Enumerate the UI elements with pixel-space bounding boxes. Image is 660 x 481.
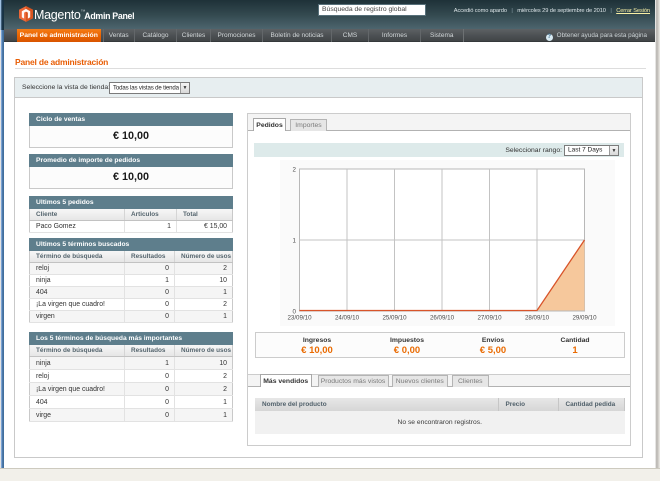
svg-text:29/09/10: 29/09/10	[572, 314, 597, 321]
svg-text:27/09/10: 27/09/10	[477, 314, 502, 321]
svg-text:25/09/10: 25/09/10	[382, 314, 407, 321]
svg-text:2: 2	[293, 166, 297, 173]
svg-text:24/09/10: 24/09/10	[335, 314, 360, 321]
svg-text:1: 1	[293, 237, 297, 244]
svg-text:26/09/10: 26/09/10	[430, 314, 455, 321]
svg-text:0: 0	[293, 308, 297, 315]
svg-text:28/09/10: 28/09/10	[525, 314, 550, 321]
svg-text:23/09/10: 23/09/10	[287, 314, 312, 321]
